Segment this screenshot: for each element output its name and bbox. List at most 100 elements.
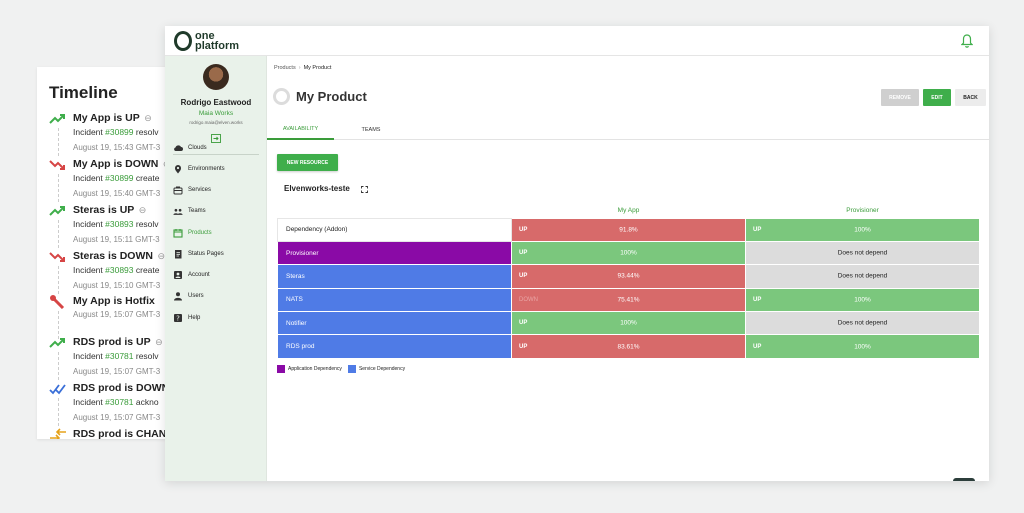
row-label[interactable]: Provisioner xyxy=(277,240,512,266)
sidebar-item-users[interactable]: Users xyxy=(173,289,204,303)
link-icon[interactable]: ⊖ xyxy=(141,113,152,123)
tab-teams[interactable]: TEAMS xyxy=(361,126,381,133)
sidebar-item-clouds[interactable]: Clouds xyxy=(173,141,207,155)
matrix-row: NATS DOWN 75.41% UP 100% xyxy=(277,287,980,313)
breadcrumb-current: My Product xyxy=(303,65,332,71)
down-status-icon xyxy=(49,158,67,172)
column-header-my-app: My App xyxy=(617,207,640,215)
legend: Application Dependency Service Dependenc… xyxy=(277,365,405,373)
timeline-item-title: RDS prod is CHANG xyxy=(73,428,175,439)
timeline-title: Timeline xyxy=(49,83,118,102)
timeline-item-title: RDS prod is UP ⊖ xyxy=(73,336,163,348)
incident-link[interactable]: #30893 xyxy=(105,219,134,229)
row-label[interactable]: Steras xyxy=(277,264,512,289)
timeline-date: August 19, 15:11 GMT-3 xyxy=(73,235,160,244)
incident-link[interactable]: #30781 xyxy=(105,351,134,361)
cell-value: 100% xyxy=(854,296,871,304)
row-label[interactable]: Dependency (Addon) xyxy=(277,217,512,242)
product-status-ring xyxy=(273,88,290,105)
timeline-incident: Incident #30893 create xyxy=(73,265,160,275)
availability-cell[interactable]: UP 100% xyxy=(511,240,746,266)
cell-value: 93.44% xyxy=(617,272,640,280)
link-icon[interactable]: ⊖ xyxy=(136,205,147,215)
matrix-corner xyxy=(278,204,512,218)
up-status-icon xyxy=(49,112,67,126)
availability-cell[interactable]: UP 83.61% xyxy=(511,334,746,359)
up-status-icon xyxy=(49,336,67,350)
availability-cell[interactable]: Does not depend xyxy=(745,264,980,289)
availability-matrix: My App Provisioner Dependency (Addon) UP 9… xyxy=(277,204,980,359)
chat-widget-icon[interactable] xyxy=(953,478,975,481)
timeline-incident: Incident #30899 resolv xyxy=(73,127,159,137)
sidebar-item-help[interactable]: ? Help xyxy=(173,311,200,325)
logo-line-1: one xyxy=(195,30,215,42)
column-header-provisioner: Provisioner xyxy=(846,207,879,215)
availability-cell[interactable]: Does not depend xyxy=(745,240,980,266)
availability-cell[interactable]: UP 100% xyxy=(511,311,746,336)
sidebar-item-account[interactable]: Account xyxy=(173,268,210,282)
sidebar-item-label: Help xyxy=(188,315,201,321)
sidebar-item-label: Services xyxy=(188,187,212,193)
sidebar-item-teams[interactable]: Teams xyxy=(173,204,206,218)
one-platform-logo[interactable]: one platform xyxy=(174,29,239,53)
incident-link[interactable]: #30893 xyxy=(105,265,134,275)
availability-cell[interactable]: UP 100% xyxy=(745,217,980,242)
avatar[interactable] xyxy=(203,64,229,90)
sidebar: Rodrigo Eastwood Maia Works rodrigo.maia… xyxy=(165,56,267,481)
legend-svc-label: Service Dependency xyxy=(358,366,406,372)
availability-cell[interactable]: Does not depend xyxy=(745,311,980,336)
matrix-row: Steras UP 93.44% Does not depend xyxy=(277,264,980,289)
expand-icon[interactable] xyxy=(361,186,368,193)
section-title: Elvenworks-teste xyxy=(284,184,350,193)
up-status-icon xyxy=(49,204,67,218)
ack-status-icon xyxy=(49,382,67,396)
row-label[interactable]: RDS prod xyxy=(277,334,512,359)
matrix-row: Notifier UP 100% Does not depend xyxy=(277,311,980,336)
sidebar-item-products[interactable]: Products xyxy=(173,226,212,240)
row-label[interactable]: Notifier xyxy=(277,311,512,336)
logout-icon[interactable] xyxy=(211,134,221,143)
timeline-connector xyxy=(58,128,59,156)
row-label[interactable]: NATS xyxy=(277,287,512,313)
cell-status: UP xyxy=(519,273,528,280)
sidebar-item-status-pages[interactable]: Status Pages xyxy=(173,247,224,261)
cell-value: Does not depend xyxy=(837,249,888,257)
incident-link[interactable]: #30781 xyxy=(105,397,134,407)
cell-status: UP xyxy=(519,250,528,257)
sidebar-item-label: Users xyxy=(188,293,204,299)
document-icon xyxy=(173,250,183,259)
timeline-date: August 19, 15:40 GMT-3 xyxy=(73,189,161,198)
availability-cell[interactable]: DOWN 75.41% xyxy=(511,287,746,313)
help-icon: ? xyxy=(173,314,183,323)
svg-text:?: ? xyxy=(176,315,180,323)
sidebar-item-environments[interactable]: Environments xyxy=(173,162,225,176)
availability-cell[interactable]: UP 100% xyxy=(745,287,980,313)
change-status-icon xyxy=(49,428,67,439)
breadcrumb-products-link[interactable]: Products xyxy=(274,65,296,71)
cell-status: UP xyxy=(519,320,528,327)
link-icon[interactable]: ⊖ xyxy=(154,251,165,261)
link-icon[interactable]: ⊖ xyxy=(152,337,163,347)
sidebar-item-services[interactable]: Services xyxy=(173,183,211,197)
bell-icon[interactable] xyxy=(961,34,973,48)
sidebar-item-label: Environments xyxy=(188,166,225,172)
cell-status: UP xyxy=(753,226,762,233)
back-button[interactable]: BACK xyxy=(955,89,986,106)
incident-link[interactable]: #30899 xyxy=(105,127,134,137)
cell-value: 100% xyxy=(620,249,637,257)
cell-value: 91.8% xyxy=(619,226,638,234)
availability-cell[interactable]: UP 93.44% xyxy=(511,264,746,289)
remove-button[interactable]: REMOVE xyxy=(881,89,919,106)
tab-bar: AVAILABILITY TEAMS xyxy=(267,119,989,140)
incident-link[interactable]: #30899 xyxy=(105,173,134,183)
new-resource-button[interactable]: NEW RESOURCE xyxy=(277,154,338,171)
timeline-connector xyxy=(58,398,59,426)
timeline-connector xyxy=(58,220,59,248)
timeline-connector xyxy=(58,266,59,294)
sidebar-divider xyxy=(173,154,259,155)
tab-availability[interactable]: AVAILABILITY xyxy=(267,119,334,140)
edit-button[interactable]: EDIT xyxy=(923,89,951,106)
availability-cell[interactable]: UP 91.8% xyxy=(511,217,746,242)
user-email: rodrigo.maia@elven.works xyxy=(189,120,243,125)
availability-cell[interactable]: UP 100% xyxy=(745,334,980,359)
